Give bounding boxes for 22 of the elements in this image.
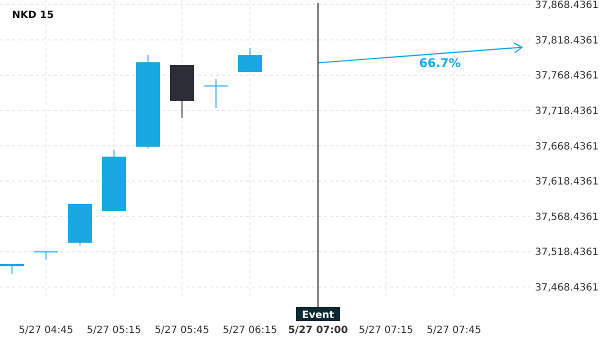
text: NKD 15 xyxy=(12,10,54,21)
y-tick-label: 37,668.4361 xyxy=(535,141,599,152)
y-tick-label: 37,518.4361 xyxy=(535,247,599,258)
x-tick-label: 5/27 07:15 xyxy=(358,325,414,336)
x-tick-label: 5/27 07:45 xyxy=(426,325,482,336)
candlestick xyxy=(238,48,262,72)
x-tick-label: 5/27 07:00 xyxy=(288,325,348,336)
y-tick-label: 37,818.4361 xyxy=(535,35,599,46)
y-tick-label: 37,468.4361 xyxy=(535,282,599,294)
annotation: 66.7% xyxy=(419,56,461,70)
y-tick-label: 37,718.4361 xyxy=(535,106,599,118)
candlestick xyxy=(0,264,24,274)
x-tick-label: 5/27 06:15 xyxy=(222,325,278,336)
candlestick xyxy=(204,78,228,108)
y-tick-label: 37,768.4361 xyxy=(535,70,599,82)
y-tick-label: 37,618.4361 xyxy=(535,176,599,188)
x-tick-label: 5/27 04:45 xyxy=(18,325,74,336)
x-tick-label: 5/27 05:45 xyxy=(154,325,210,336)
ref-line-label: Event xyxy=(302,310,334,321)
y-tick-label: 37,868.4361 xyxy=(535,0,599,12)
y-tick-label: 37,568.4361 xyxy=(535,212,599,223)
x-tick-label: 5/27 05:15 xyxy=(86,325,142,336)
